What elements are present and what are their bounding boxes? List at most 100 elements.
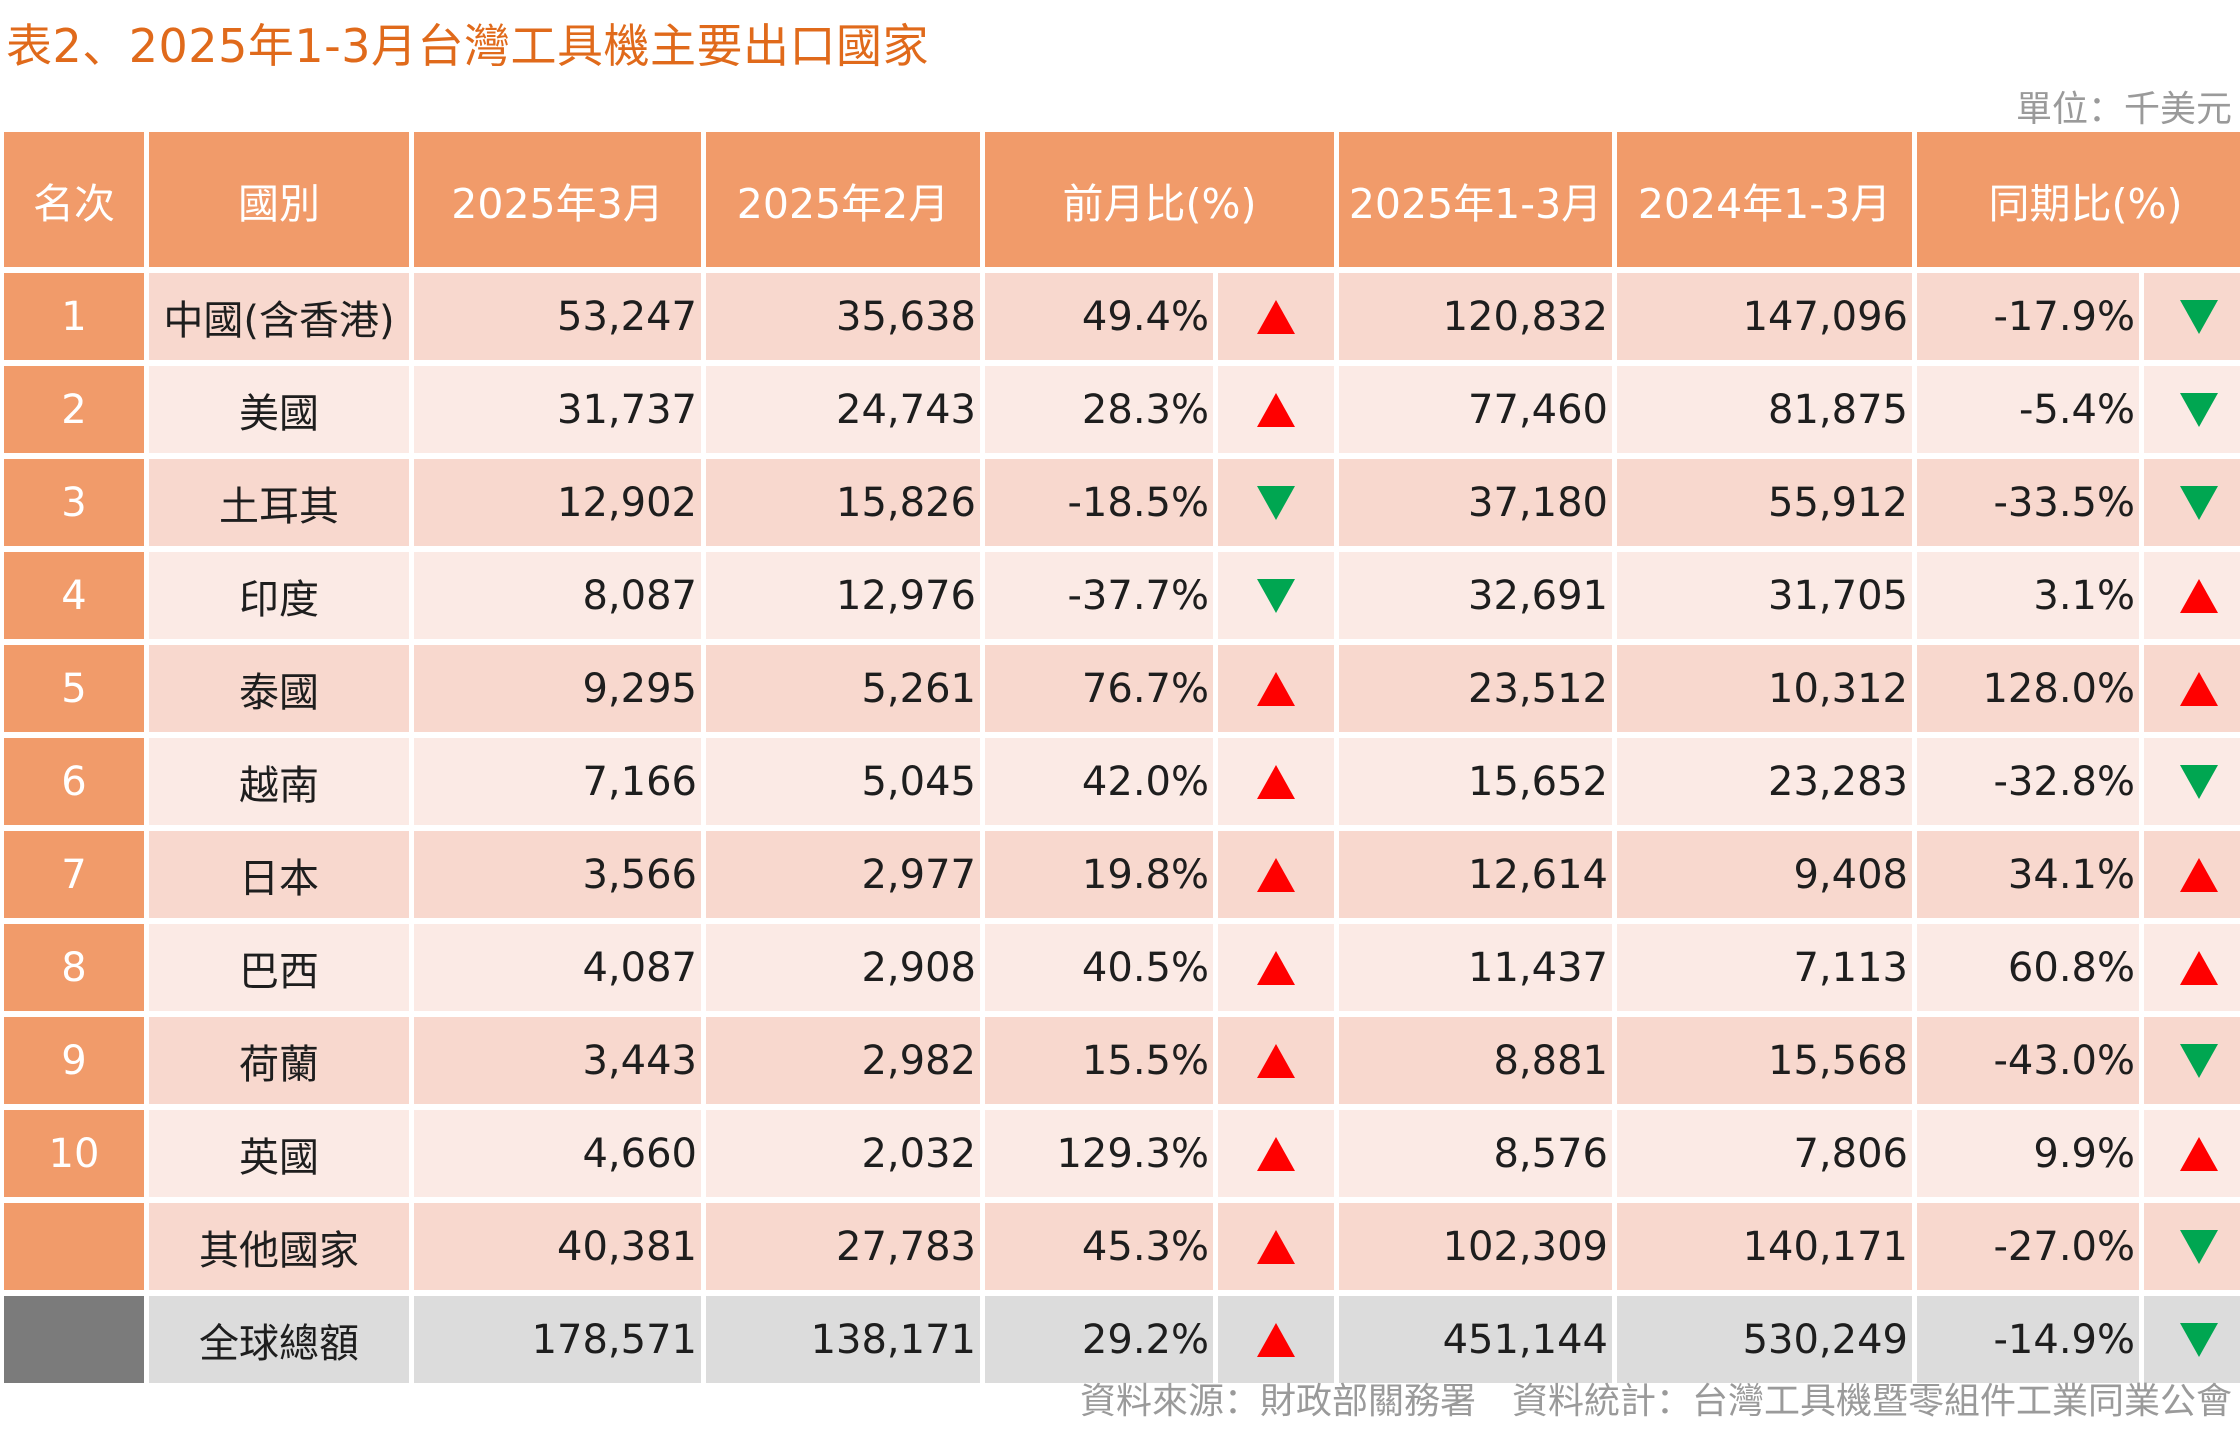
triangle-up-icon <box>1257 1043 1295 1078</box>
yoy-arrow-cell <box>2144 273 2240 360</box>
mar2025-cell: 4,087 <box>414 924 701 1011</box>
q1-2025-cell: 37,180 <box>1339 459 1612 546</box>
mom-arrow-cell <box>1218 831 1334 918</box>
feb2025-cell: 24,743 <box>706 366 980 453</box>
yoy-cell: -27.0% <box>1917 1203 2139 1290</box>
q1-2025-cell: 11,437 <box>1339 924 1612 1011</box>
triangle-up-icon <box>2180 578 2218 613</box>
q1-2025-cell: 32,691 <box>1339 552 1612 639</box>
header-q1-2025: 2025年1-3月 <box>1339 132 1612 267</box>
q1-2025-cell: 8,881 <box>1339 1017 1612 1104</box>
yoy-arrow-cell <box>2144 1017 2240 1104</box>
triangle-up-icon <box>1257 1229 1295 1264</box>
header-q1-2024: 2024年1-3月 <box>1617 132 1912 267</box>
country-cell: 土耳其 <box>149 459 409 546</box>
mar2025-cell: 8,087 <box>414 552 701 639</box>
mom-cell: 29.2% <box>985 1296 1213 1383</box>
feb2025-cell: 35,638 <box>706 273 980 360</box>
yoy-cell: -5.4% <box>1917 366 2139 453</box>
q1-2024-cell: 55,912 <box>1617 459 1912 546</box>
mom-arrow-cell <box>1218 1296 1334 1383</box>
q1-2024-cell: 23,283 <box>1617 738 1912 825</box>
yoy-cell: 3.1% <box>1917 552 2139 639</box>
mom-cell: 40.5% <box>985 924 1213 1011</box>
triangle-up-icon <box>1257 392 1295 427</box>
rank-cell: 3 <box>4 459 144 546</box>
q1-2024-cell: 7,113 <box>1617 924 1912 1011</box>
yoy-cell: -17.9% <box>1917 273 2139 360</box>
header-country: 國別 <box>149 132 409 267</box>
rank-cell: 9 <box>4 1017 144 1104</box>
header-rank: 名次 <box>4 132 144 267</box>
mar2025-cell: 9,295 <box>414 645 701 732</box>
country-cell: 泰國 <box>149 645 409 732</box>
mom-cell: 76.7% <box>985 645 1213 732</box>
rank-cell: 10 <box>4 1110 144 1197</box>
q1-2024-cell: 7,806 <box>1617 1110 1912 1197</box>
feb2025-cell: 2,982 <box>706 1017 980 1104</box>
mom-arrow-cell <box>1218 738 1334 825</box>
country-cell: 印度 <box>149 552 409 639</box>
feb2025-cell: 2,977 <box>706 831 980 918</box>
triangle-up-icon <box>1257 764 1295 799</box>
mar2025-cell: 31,737 <box>414 366 701 453</box>
yoy-cell: 34.1% <box>1917 831 2139 918</box>
feb2025-cell: 138,171 <box>706 1296 980 1383</box>
feb2025-cell: 5,261 <box>706 645 980 732</box>
rank-cell: 2 <box>4 366 144 453</box>
triangle-up-icon <box>2180 671 2218 706</box>
yoy-cell: -14.9% <box>1917 1296 2139 1383</box>
q1-2025-cell: 102,309 <box>1339 1203 1612 1290</box>
mom-cell: 15.5% <box>985 1017 1213 1104</box>
mom-cell: 49.4% <box>985 273 1213 360</box>
feb2025-cell: 12,976 <box>706 552 980 639</box>
mar2025-cell: 3,566 <box>414 831 701 918</box>
mom-cell: 19.8% <box>985 831 1213 918</box>
mom-cell: 45.3% <box>985 1203 1213 1290</box>
mom-cell: 129.3% <box>985 1110 1213 1197</box>
rank-cell: 7 <box>4 831 144 918</box>
yoy-cell: -32.8% <box>1917 738 2139 825</box>
q1-2024-cell: 31,705 <box>1617 552 1912 639</box>
rank-cell <box>4 1296 144 1383</box>
mom-arrow-cell <box>1218 1017 1334 1104</box>
unit-label: 單位：千美元 <box>2015 89 2232 130</box>
mar2025-cell: 40,381 <box>414 1203 701 1290</box>
triangle-up-icon <box>2180 1136 2218 1171</box>
country-cell: 巴西 <box>149 924 409 1011</box>
yoy-arrow-cell <box>2144 738 2240 825</box>
triangle-down-icon <box>2180 1229 2218 1264</box>
q1-2024-cell: 140,171 <box>1617 1203 1912 1290</box>
country-cell: 中國(含香港) <box>149 273 409 360</box>
country-cell: 日本 <box>149 831 409 918</box>
yoy-cell: -33.5% <box>1917 459 2139 546</box>
triangle-up-icon <box>2180 857 2218 892</box>
feb2025-cell: 2,908 <box>706 924 980 1011</box>
triangle-up-icon <box>1257 1136 1295 1171</box>
feb2025-cell: 27,783 <box>706 1203 980 1290</box>
table-title: 表2、2025年1-3月台灣工具機主要出口國家 <box>6 19 929 73</box>
yoy-arrow-cell <box>2144 831 2240 918</box>
mom-arrow-cell <box>1218 273 1334 360</box>
yoy-arrow-cell <box>2144 366 2240 453</box>
q1-2025-cell: 12,614 <box>1339 831 1612 918</box>
rank-cell: 1 <box>4 273 144 360</box>
mar2025-cell: 3,443 <box>414 1017 701 1104</box>
mom-cell: -18.5% <box>985 459 1213 546</box>
triangle-up-icon <box>1257 1322 1295 1357</box>
triangle-up-icon <box>1257 857 1295 892</box>
q1-2025-cell: 15,652 <box>1339 738 1612 825</box>
triangle-up-icon <box>1257 299 1295 334</box>
header-mar2025: 2025年3月 <box>414 132 701 267</box>
country-cell: 全球總額 <box>149 1296 409 1383</box>
yoy-arrow-cell <box>2144 1203 2240 1290</box>
country-cell: 越南 <box>149 738 409 825</box>
q1-2024-cell: 81,875 <box>1617 366 1912 453</box>
mom-arrow-cell <box>1218 645 1334 732</box>
mom-arrow-cell <box>1218 366 1334 453</box>
feb2025-cell: 15,826 <box>706 459 980 546</box>
mar2025-cell: 4,660 <box>414 1110 701 1197</box>
mom-cell: 28.3% <box>985 366 1213 453</box>
q1-2024-cell: 10,312 <box>1617 645 1912 732</box>
mar2025-cell: 178,571 <box>414 1296 701 1383</box>
